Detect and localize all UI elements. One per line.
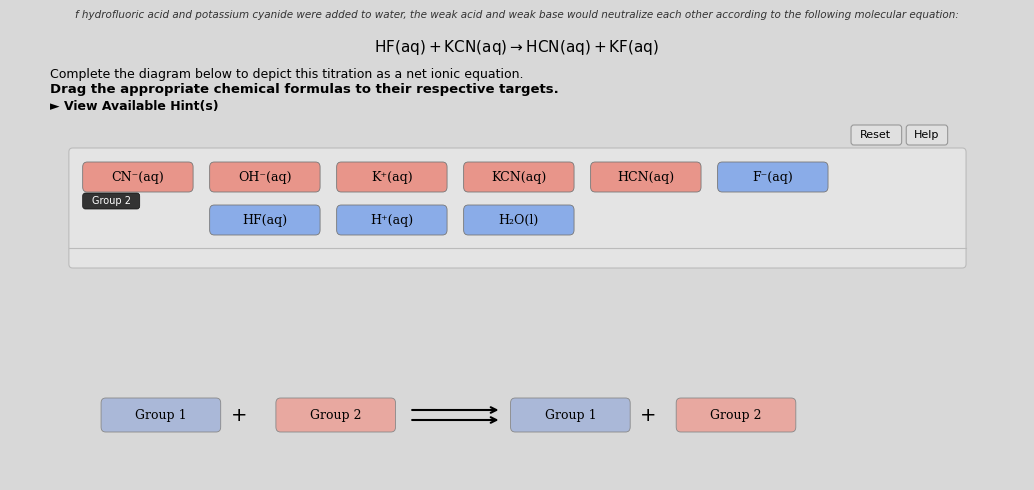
Text: H₂O(l): H₂O(l) (498, 214, 539, 226)
Text: HCN(aq): HCN(aq) (617, 171, 674, 183)
Text: +: + (640, 406, 657, 424)
Text: +: + (231, 406, 247, 424)
FancyBboxPatch shape (590, 162, 701, 192)
Text: Group 1: Group 1 (545, 409, 597, 421)
FancyBboxPatch shape (337, 205, 447, 235)
FancyBboxPatch shape (83, 162, 193, 192)
FancyBboxPatch shape (463, 205, 574, 235)
FancyBboxPatch shape (210, 205, 321, 235)
Text: OH⁻(aq): OH⁻(aq) (238, 171, 292, 183)
FancyBboxPatch shape (276, 398, 396, 432)
FancyBboxPatch shape (463, 162, 574, 192)
FancyBboxPatch shape (210, 162, 321, 192)
FancyBboxPatch shape (69, 148, 966, 268)
FancyBboxPatch shape (101, 398, 220, 432)
FancyBboxPatch shape (55, 118, 979, 478)
Text: Group 2: Group 2 (710, 409, 762, 421)
Text: ► View Available Hint(s): ► View Available Hint(s) (51, 100, 219, 113)
Text: K⁺(aq): K⁺(aq) (371, 171, 413, 183)
FancyBboxPatch shape (676, 398, 796, 432)
Text: Complete the diagram below to depict this titration as a net ionic equation.: Complete the diagram below to depict thi… (51, 68, 524, 81)
Text: Help: Help (914, 130, 939, 140)
Text: Group 1: Group 1 (135, 409, 187, 421)
FancyBboxPatch shape (718, 162, 828, 192)
Text: Group 2: Group 2 (92, 196, 130, 206)
FancyBboxPatch shape (906, 125, 947, 145)
FancyBboxPatch shape (337, 162, 447, 192)
Text: F⁻(aq): F⁻(aq) (753, 171, 793, 183)
Text: CN⁻(aq): CN⁻(aq) (112, 171, 164, 183)
Text: HF(aq): HF(aq) (242, 214, 287, 226)
Text: KCN(aq): KCN(aq) (491, 171, 546, 183)
FancyBboxPatch shape (83, 193, 140, 209)
FancyBboxPatch shape (41, 0, 993, 490)
Text: $\mathrm{HF(aq) + KCN(aq) \rightarrow HCN(aq) + KF(aq)}$: $\mathrm{HF(aq) + KCN(aq) \rightarrow HC… (374, 38, 660, 57)
Text: Group 2: Group 2 (310, 409, 362, 421)
Text: Reset: Reset (860, 130, 891, 140)
FancyBboxPatch shape (851, 125, 902, 145)
Text: f hydrofluoric acid and potassium cyanide were added to water, the weak acid and: f hydrofluoric acid and potassium cyanid… (75, 10, 959, 20)
Text: Drag the appropriate chemical formulas to their respective targets.: Drag the appropriate chemical formulas t… (51, 83, 559, 96)
FancyBboxPatch shape (511, 398, 630, 432)
Text: H⁺(aq): H⁺(aq) (370, 214, 414, 226)
